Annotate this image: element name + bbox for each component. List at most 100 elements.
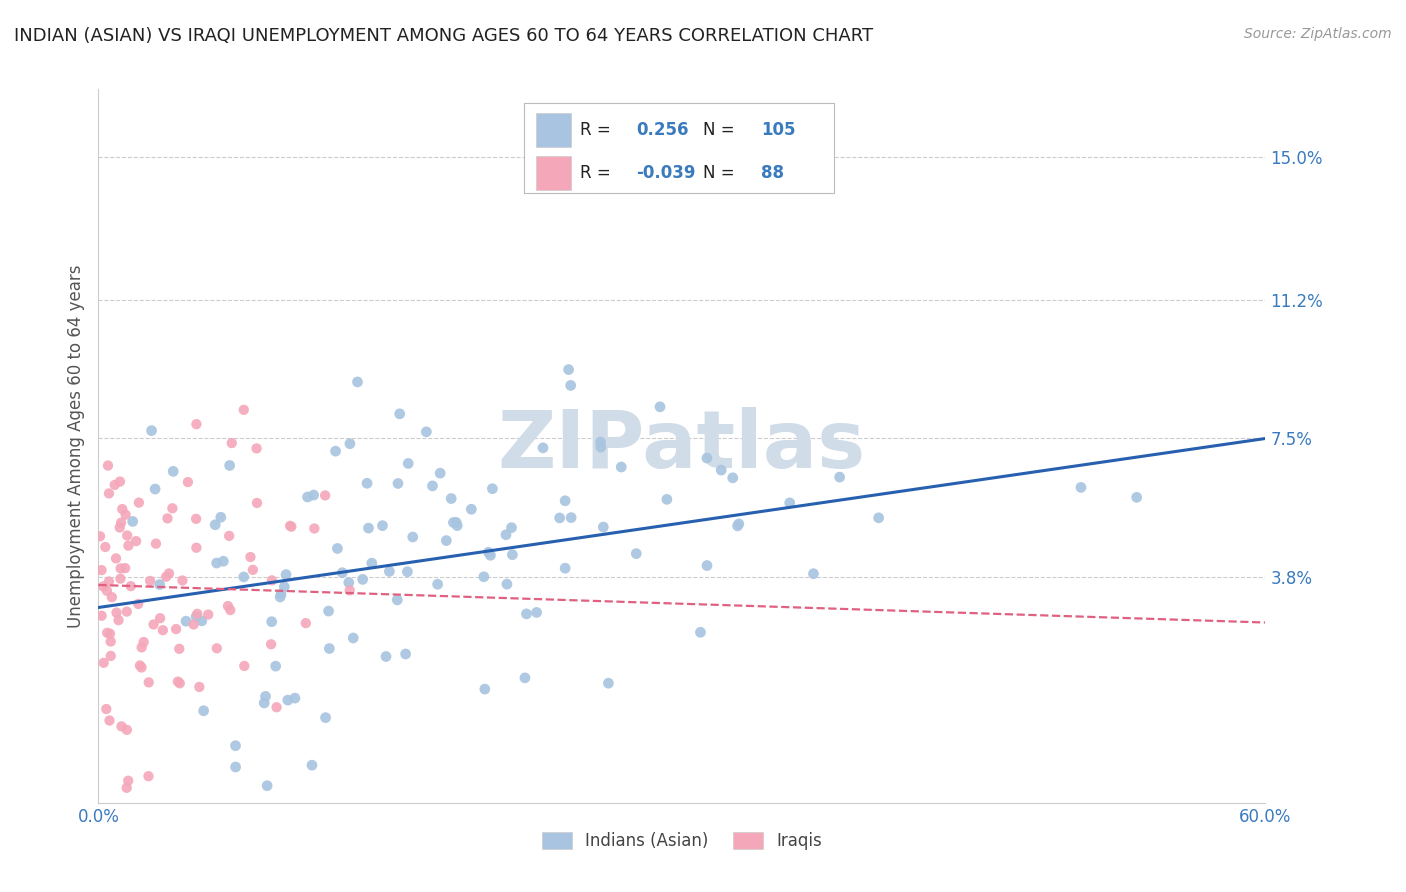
- Point: [273, 580, 295, 594]
- Point: [479, 549, 502, 563]
- Point: [110, 719, 132, 733]
- Point: [165, 622, 187, 636]
- Point: [648, 400, 671, 414]
- Point: [197, 607, 219, 622]
- Point: [710, 463, 733, 477]
- Point: [141, 424, 163, 438]
- Point: [98, 626, 121, 640]
- Point: [278, 518, 301, 533]
- Point: [295, 616, 318, 631]
- Point: [260, 615, 283, 629]
- Point: [375, 649, 398, 664]
- Point: [342, 631, 364, 645]
- Point: [402, 530, 425, 544]
- Point: [188, 680, 211, 694]
- Point: [325, 444, 347, 458]
- Point: [115, 780, 138, 795]
- Point: [696, 558, 718, 573]
- Point: [441, 516, 464, 530]
- Point: [779, 496, 801, 510]
- Point: [501, 548, 523, 562]
- Point: [162, 501, 184, 516]
- Point: [94, 540, 117, 554]
- Point: [205, 641, 228, 656]
- Point: [217, 599, 239, 613]
- FancyBboxPatch shape: [524, 103, 834, 193]
- Point: [149, 611, 172, 625]
- Point: [274, 567, 297, 582]
- Point: [105, 606, 128, 620]
- Point: [260, 637, 283, 651]
- Point: [440, 491, 463, 506]
- Point: [557, 362, 579, 376]
- Text: N =: N =: [703, 121, 740, 139]
- Point: [803, 566, 825, 581]
- Point: [172, 574, 194, 588]
- Point: [387, 593, 409, 607]
- Point: [111, 502, 134, 516]
- Point: [626, 547, 648, 561]
- Point: [444, 516, 467, 530]
- Point: [219, 603, 242, 617]
- Text: R =: R =: [581, 164, 616, 182]
- Point: [138, 769, 160, 783]
- Point: [696, 451, 718, 466]
- Point: [156, 511, 179, 525]
- Point: [184, 512, 207, 526]
- Point: [121, 515, 143, 529]
- Point: [232, 570, 254, 584]
- Point: [100, 648, 122, 663]
- Point: [297, 490, 319, 504]
- Point: [277, 693, 299, 707]
- Point: [205, 556, 228, 570]
- Bar: [536, 113, 571, 147]
- Point: [162, 464, 184, 478]
- Point: [589, 440, 612, 454]
- Point: [169, 641, 191, 656]
- Point: [190, 614, 212, 628]
- Point: [474, 682, 496, 697]
- Point: [548, 511, 571, 525]
- Point: [264, 659, 287, 673]
- Point: [96, 583, 118, 598]
- Point: [727, 516, 749, 531]
- Y-axis label: Unemployment Among Ages 60 to 64 years: Unemployment Among Ages 60 to 64 years: [66, 264, 84, 628]
- Point: [253, 696, 276, 710]
- Point: [155, 570, 177, 584]
- Point: [526, 606, 548, 620]
- Point: [330, 566, 353, 580]
- Point: [101, 590, 124, 604]
- Point: [318, 604, 340, 618]
- Point: [302, 488, 325, 502]
- Bar: [536, 156, 571, 190]
- Legend: Indians (Asian), Iraqis: Indians (Asian), Iraqis: [533, 824, 831, 859]
- Point: [434, 533, 457, 548]
- Point: [98, 714, 121, 728]
- Point: [149, 577, 172, 591]
- Text: -0.039: -0.039: [637, 164, 696, 182]
- Point: [396, 457, 419, 471]
- Point: [232, 402, 254, 417]
- Point: [139, 574, 162, 588]
- Point: [318, 641, 340, 656]
- Point: [828, 470, 851, 484]
- Point: [415, 425, 437, 439]
- Point: [727, 519, 749, 533]
- Point: [315, 711, 337, 725]
- Point: [270, 587, 292, 601]
- Point: [360, 556, 382, 570]
- Point: [339, 436, 361, 450]
- Point: [472, 570, 495, 584]
- Point: [115, 605, 138, 619]
- Point: [260, 574, 283, 588]
- Text: R =: R =: [581, 121, 616, 139]
- Point: [129, 658, 152, 673]
- Point: [610, 460, 633, 475]
- Point: [352, 573, 374, 587]
- Point: [110, 561, 132, 575]
- Point: [422, 479, 444, 493]
- Point: [254, 690, 277, 704]
- Point: [186, 607, 208, 621]
- Text: ZIPatlas: ZIPatlas: [498, 407, 866, 485]
- Point: [356, 476, 378, 491]
